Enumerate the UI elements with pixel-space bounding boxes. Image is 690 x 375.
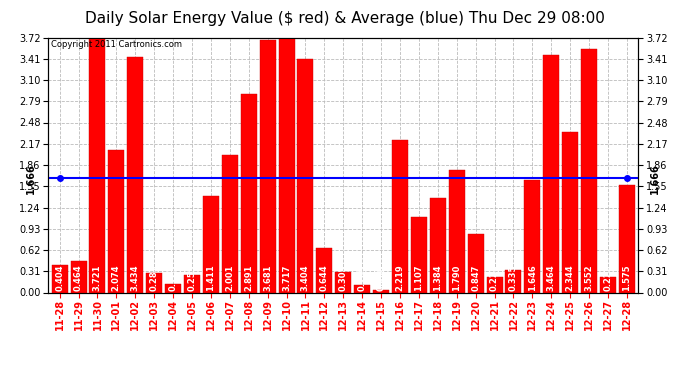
Text: 0.644: 0.644 [320, 264, 329, 291]
Text: 1.666: 1.666 [26, 163, 37, 194]
Bar [90, 38, 106, 292]
Text: 0.464: 0.464 [74, 264, 83, 291]
Text: 2.001: 2.001 [226, 265, 235, 291]
Bar [70, 261, 86, 292]
Bar [221, 155, 238, 292]
Text: 2.219: 2.219 [395, 264, 404, 291]
Bar [562, 132, 578, 292]
Bar [468, 234, 484, 292]
Bar [259, 40, 276, 292]
Text: 3.464: 3.464 [546, 264, 555, 291]
Text: 0.123: 0.123 [168, 265, 177, 291]
Bar [241, 94, 257, 292]
Text: 0.847: 0.847 [471, 265, 480, 291]
Bar [524, 180, 540, 292]
Text: 1.646: 1.646 [528, 264, 537, 291]
Text: 2.891: 2.891 [244, 265, 253, 291]
Text: Daily Solar Energy Value ($ red) & Average (blue) Thu Dec 29 08:00: Daily Solar Energy Value ($ red) & Avera… [85, 11, 605, 26]
Text: 0.253: 0.253 [188, 265, 197, 291]
Text: 3.717: 3.717 [282, 265, 291, 291]
Text: 1.575: 1.575 [622, 264, 631, 291]
Bar [581, 49, 597, 292]
Text: 3.721: 3.721 [93, 265, 102, 291]
Bar [127, 57, 144, 292]
Text: 0.281: 0.281 [150, 265, 159, 291]
Text: 1.411: 1.411 [206, 264, 215, 291]
Bar [108, 150, 124, 292]
Text: 1.790: 1.790 [452, 265, 461, 291]
Text: 0.222: 0.222 [604, 264, 613, 291]
Text: 0.221: 0.221 [490, 264, 499, 291]
Bar [335, 272, 351, 292]
Bar [619, 184, 635, 292]
Bar [486, 278, 502, 292]
Bar [600, 277, 616, 292]
Text: Copyright 2011 Cartronics.com: Copyright 2011 Cartronics.com [51, 40, 182, 49]
Bar [354, 285, 371, 292]
Bar [184, 275, 200, 292]
Bar [543, 55, 560, 292]
Bar [52, 265, 68, 292]
Text: 1.107: 1.107 [415, 265, 424, 291]
Bar [430, 198, 446, 292]
Bar [411, 217, 427, 292]
Text: 1.666: 1.666 [650, 163, 660, 194]
Text: 1.384: 1.384 [433, 265, 442, 291]
Bar [165, 284, 181, 292]
Bar [316, 248, 333, 292]
Bar [373, 290, 389, 292]
Text: 0.404: 0.404 [55, 265, 64, 291]
Text: 0.335: 0.335 [509, 265, 518, 291]
Text: 0.038: 0.038 [377, 265, 386, 291]
Text: 0.109: 0.109 [357, 265, 366, 291]
Bar [146, 273, 162, 292]
Bar [203, 196, 219, 292]
Bar [505, 270, 522, 292]
Bar [448, 170, 465, 292]
Bar [279, 38, 295, 292]
Bar [392, 140, 408, 292]
Text: 3.552: 3.552 [584, 264, 593, 291]
Text: 2.344: 2.344 [566, 264, 575, 291]
Text: 2.074: 2.074 [112, 265, 121, 291]
Text: 3.681: 3.681 [263, 265, 272, 291]
Text: 3.434: 3.434 [131, 265, 140, 291]
Text: 3.404: 3.404 [301, 265, 310, 291]
Bar [297, 59, 313, 292]
Text: 0.305: 0.305 [339, 265, 348, 291]
